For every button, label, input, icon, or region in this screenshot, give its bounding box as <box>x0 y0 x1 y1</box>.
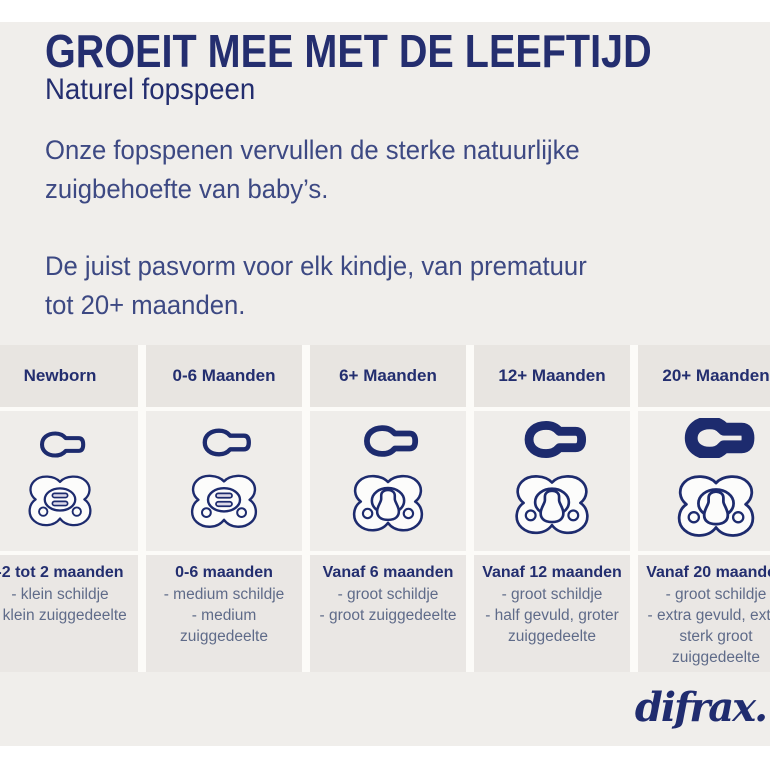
column-description: Vanaf 20 maanden - groot schildje - extr… <box>638 555 770 672</box>
feature-line: - half gevuld, groter zuiggedeelte <box>485 607 619 645</box>
pacifier-front-icon <box>677 474 755 537</box>
age-range-label: 0-6 maanden <box>175 564 273 581</box>
difrax-logo: difrax. <box>634 684 768 731</box>
feature-line: - klein zuiggedeelte <box>0 607 127 624</box>
feature-line: - medium schildje <box>163 586 285 603</box>
intro-paragraph-2-line-1: De juist pasvorm voor elk kindje, van pr… <box>45 251 587 281</box>
feature-line: - klein schildje <box>11 586 109 603</box>
page-title: GROEIT MEE MET DE LEEFTIJD <box>45 25 652 77</box>
age-range-label: Vanaf 6 maanden <box>322 564 454 581</box>
feature-line: - medium zuiggedeelte <box>180 607 268 645</box>
feature-line: - groot zuiggedeelte <box>319 607 457 624</box>
column-description: 0-6 maanden - medium schildje - medium z… <box>146 555 302 672</box>
bottom-white-strip <box>0 746 770 770</box>
feature-line: - extra gevuld, extra sterk groot zuigge… <box>647 607 770 666</box>
column-icons <box>638 411 770 551</box>
feature-line: - groot schildje <box>337 586 439 603</box>
table-column-20plus: 20+ Maanden Vanaf 20 maanden - groot sch… <box>638 345 770 672</box>
pacifier-front-icon <box>28 474 92 526</box>
feature-line: - groot schildje <box>665 586 767 603</box>
pacifier-teat-side-icon <box>676 418 756 458</box>
column-icons <box>474 411 630 551</box>
age-range-label: -2 tot 2 maanden <box>0 564 124 581</box>
pacifier-teat-side-icon <box>31 430 89 459</box>
intro-paragraph-2: De juist pasvorm voor elk kindje, van pr… <box>45 247 615 325</box>
age-comparison-table: Newborn -2 tot 2 maanden - klein schildj… <box>0 345 770 672</box>
column-description: -2 tot 2 maanden - klein schildje - klei… <box>0 555 138 672</box>
intro-paragraph-2-line-2: tot 20+ maanden. <box>45 290 246 320</box>
table-column-0-6: 0-6 Maanden 0-6 maanden - medium schildj… <box>146 345 302 672</box>
column-header: Newborn <box>0 345 138 407</box>
column-icons <box>0 411 138 551</box>
intro-paragraph-1-line-1: Onze fopspenen vervullen de sterke natuu… <box>45 135 580 165</box>
pacifier-teat-side-icon <box>193 427 255 458</box>
column-header: 6+ Maanden <box>310 345 466 407</box>
column-icons <box>146 411 302 551</box>
pacifier-teat-side-icon <box>515 421 589 458</box>
pacifier-front-icon <box>515 474 589 534</box>
column-header: 20+ Maanden <box>638 345 770 407</box>
pacifier-front-icon <box>190 474 258 528</box>
column-description: Vanaf 6 maanden - groot schildje - groot… <box>310 555 466 672</box>
column-icons <box>310 411 466 551</box>
intro-paragraph-1-line-2: zuigbehoefte van baby’s. <box>45 174 329 204</box>
feature-line: - groot schildje <box>501 586 603 603</box>
age-range-label: Vanaf 20 maanden <box>646 564 770 581</box>
intro-paragraph-1: Onze fopspenen vervullen de sterke natuu… <box>45 131 608 209</box>
pacifier-teat-side-icon <box>354 424 422 458</box>
age-range-label: Vanaf 12 maanden <box>482 564 622 581</box>
table-column-6plus: 6+ Maanden Vanaf 6 maanden - groot schil… <box>310 345 466 672</box>
column-header: 12+ Maanden <box>474 345 630 407</box>
column-header: 0-6 Maanden <box>146 345 302 407</box>
column-description: Vanaf 12 maanden - groot schildje - half… <box>474 555 630 672</box>
pacifier-front-icon <box>352 474 424 531</box>
table-column-newborn: Newborn -2 tot 2 maanden - klein schildj… <box>0 345 138 672</box>
table-column-12plus: 12+ Maanden Vanaf 12 maanden - groot sch… <box>474 345 630 672</box>
page-subtitle: Naturel fopspeen <box>45 73 256 106</box>
